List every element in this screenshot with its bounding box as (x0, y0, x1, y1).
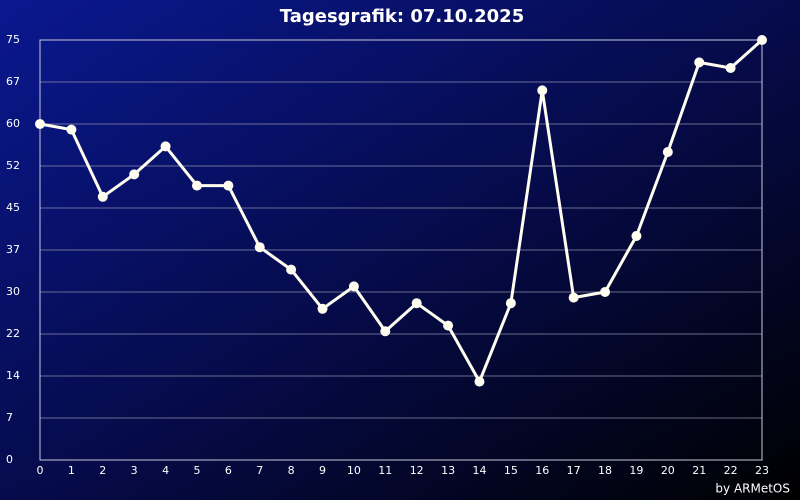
point (505, 298, 516, 309)
point (97, 191, 108, 202)
x-tick-label: 4 (162, 464, 169, 477)
point (66, 124, 77, 135)
x-tick-label: 18 (598, 464, 612, 477)
x-tick-label: 9 (319, 464, 326, 477)
x-tick-label: 0 (37, 464, 44, 477)
point (380, 326, 391, 337)
x-tick-label: 14 (472, 464, 486, 477)
x-tick-label: 8 (288, 464, 295, 477)
point (600, 287, 611, 297)
y-tick-label: 14 (6, 369, 20, 382)
point (443, 320, 454, 331)
x-tick-label: 1 (68, 464, 75, 477)
plot-border (39, 39, 763, 461)
point (757, 35, 767, 45)
x-tick-label: 6 (225, 464, 232, 477)
x-tick-label: 15 (504, 464, 518, 477)
chart-title: Tagesgrafik: 07.10.2025 (280, 6, 524, 27)
x-tick-label: 19 (629, 464, 643, 477)
point (725, 63, 736, 73)
x-tick-label: 20 (661, 464, 675, 477)
point (129, 169, 140, 180)
x-tick-label: 16 (535, 464, 549, 477)
x-tick-label: 10 (347, 464, 361, 477)
x-tick-label: 5 (193, 464, 200, 477)
point (191, 180, 202, 191)
point (223, 180, 234, 191)
x-tick-label: 3 (131, 464, 138, 477)
x-tick-label: 17 (567, 464, 581, 477)
x-tick-label: 21 (692, 464, 706, 477)
point (35, 119, 45, 129)
point (474, 376, 485, 387)
point (254, 242, 265, 253)
point (317, 303, 328, 314)
y-tick-label: 67 (6, 75, 20, 88)
x-tick-label: 13 (441, 464, 455, 477)
y-tick-label: 52 (6, 159, 20, 172)
x-tick-label: 12 (410, 464, 424, 477)
point (411, 298, 422, 309)
y-tick-label: 37 (6, 243, 20, 256)
x-tick-label: 2 (99, 464, 106, 477)
y-tick-label: 7 (6, 411, 13, 424)
y-tick-label: 22 (6, 327, 20, 340)
x-tick-label: 22 (724, 464, 738, 477)
y-tick-label: 30 (6, 285, 20, 298)
credit: by ARMetOS (715, 482, 790, 496)
x-tick-label: 23 (755, 464, 769, 477)
point (537, 85, 548, 96)
x-tick-label: 11 (378, 464, 392, 477)
point (160, 141, 171, 152)
y-tick-label: 60 (6, 117, 20, 130)
point (286, 264, 297, 275)
point (662, 147, 673, 157)
point (568, 292, 579, 303)
point (631, 231, 642, 241)
point (348, 281, 359, 292)
y-tick-label: 75 (6, 33, 20, 46)
y-tick-label: 45 (6, 201, 20, 214)
line (39, 38, 763, 384)
point (694, 57, 705, 68)
y-tick-label: 0 (6, 453, 13, 466)
x-tick-label: 7 (256, 464, 263, 477)
